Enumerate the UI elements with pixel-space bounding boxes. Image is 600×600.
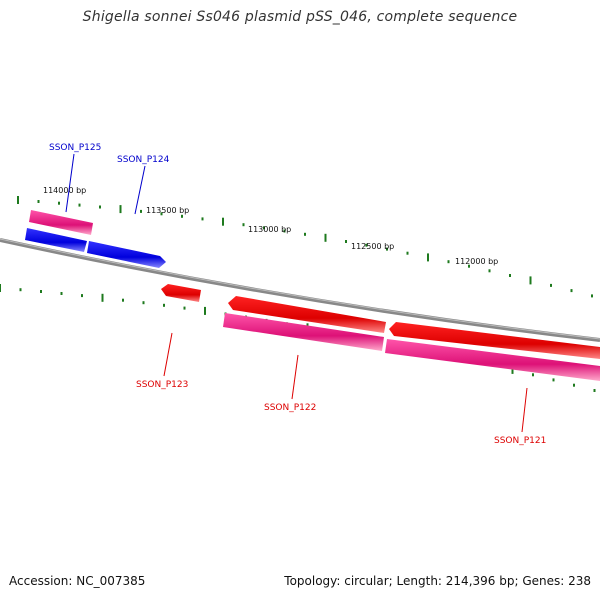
leader-line-SSON_P121 xyxy=(521,387,528,433)
lower-minor-tick xyxy=(19,288,22,292)
scale-label-112000: 112000 bp xyxy=(455,257,498,266)
cds-bar-SSON_P121 xyxy=(385,339,600,381)
upper-major-tick xyxy=(119,205,122,214)
lower-minor-tick xyxy=(532,373,534,377)
upper-minor-tick xyxy=(78,203,81,207)
upper-minor-tick xyxy=(591,294,593,298)
leader-line-SSON_P125 xyxy=(65,153,75,213)
leader-line-SSON_P123 xyxy=(163,332,173,377)
cds-bar-SSON_P125 xyxy=(29,210,93,235)
gene-arrow-SSON_P121 xyxy=(389,322,600,359)
topology-summary: Topology: circular; Length: 214,396 bp; … xyxy=(284,574,591,588)
leader-line-SSON_P124 xyxy=(134,165,146,215)
upper-major-tick xyxy=(17,196,19,204)
upper-minor-tick xyxy=(37,200,40,203)
gene-label-SSON_P125: SSON_P125 xyxy=(49,143,101,153)
lower-minor-tick xyxy=(183,306,186,310)
scale-label-112500: 112500 bp xyxy=(351,242,394,251)
upper-minor-tick xyxy=(386,247,388,251)
upper-minor-tick xyxy=(406,251,409,255)
gene-SSON_P122[interactable]: SSON_P122 xyxy=(223,296,386,413)
lower-major-tick xyxy=(101,293,104,302)
lower-major-tick xyxy=(0,284,1,292)
gene-arrow-SSON_P123 xyxy=(161,284,201,302)
upper-minor-tick xyxy=(345,240,347,243)
lower-minor-tick xyxy=(163,303,165,307)
upper-minor-tick xyxy=(468,264,470,268)
upper-minor-tick xyxy=(304,232,306,236)
upper-minor-tick xyxy=(365,243,368,247)
lower-minor-tick xyxy=(81,294,83,298)
gene-SSON_P123[interactable]: SSON_P123 xyxy=(136,284,201,390)
gene-arrow-SSON_P122 xyxy=(228,296,386,333)
lower-minor-tick xyxy=(122,298,124,302)
lower-minor-tick xyxy=(142,301,145,305)
lower-minor-tick xyxy=(40,290,42,293)
lower-major-tick xyxy=(204,306,206,315)
upper-minor-tick xyxy=(99,205,101,209)
lower-minor-tick xyxy=(552,378,555,382)
scale-label-114000: 114000 bp xyxy=(43,186,86,195)
backbone-highlight xyxy=(0,238,600,340)
upper-major-tick xyxy=(222,217,224,226)
upper-minor-tick xyxy=(242,223,245,227)
upper-minor-tick xyxy=(488,269,491,273)
scale-label-113500: 113500 bp xyxy=(146,206,189,215)
upper-major-tick xyxy=(529,276,532,285)
gene-SSON_P125[interactable]: SSON_P125 xyxy=(29,143,101,235)
upper-minor-tick xyxy=(570,289,573,293)
gene-SSON_P121[interactable]: SSON_P121 xyxy=(385,322,600,446)
upper-tick-row xyxy=(17,196,593,298)
gene-SSON_P124[interactable]: SSON_P124 xyxy=(25,155,170,268)
upper-minor-tick xyxy=(58,201,60,205)
backbone-track xyxy=(0,238,600,342)
gene-label-SSON_P123: SSON_P123 xyxy=(136,380,188,390)
upper-minor-tick xyxy=(201,217,204,221)
upper-major-tick xyxy=(427,253,429,262)
gene-label-SSON_P121: SSON_P121 xyxy=(494,436,546,446)
upper-minor-tick xyxy=(160,212,163,216)
accession-text: Accession: NC_007385 xyxy=(9,574,146,588)
upper-major-tick xyxy=(324,233,327,242)
lower-minor-tick xyxy=(593,389,596,392)
upper-minor-tick xyxy=(447,260,450,264)
upper-minor-tick xyxy=(283,229,286,233)
gene-label-SSON_P124: SSON_P124 xyxy=(117,155,170,165)
gene-label-SSON_P122: SSON_P122 xyxy=(264,403,316,413)
gene-arrow-SSON_P124-part1 xyxy=(25,228,87,252)
map-title: Shigella sonnei Ss046 plasmid pSS_046, c… xyxy=(82,9,518,25)
upper-minor-tick xyxy=(550,283,552,287)
upper-minor-tick xyxy=(263,226,265,230)
lower-major-tick xyxy=(511,365,514,374)
scale-label-113000: 113000 bp xyxy=(248,225,291,234)
lower-minor-tick xyxy=(573,383,575,387)
upper-minor-tick xyxy=(181,214,183,218)
gene-arrow-SSON_P124-part2 xyxy=(87,241,166,268)
upper-minor-tick xyxy=(140,209,142,213)
upper-minor-tick xyxy=(509,274,511,277)
lower-minor-tick xyxy=(60,292,63,295)
cds-bar-SSON_P122 xyxy=(223,313,384,351)
leader-line-SSON_P122 xyxy=(291,354,299,400)
